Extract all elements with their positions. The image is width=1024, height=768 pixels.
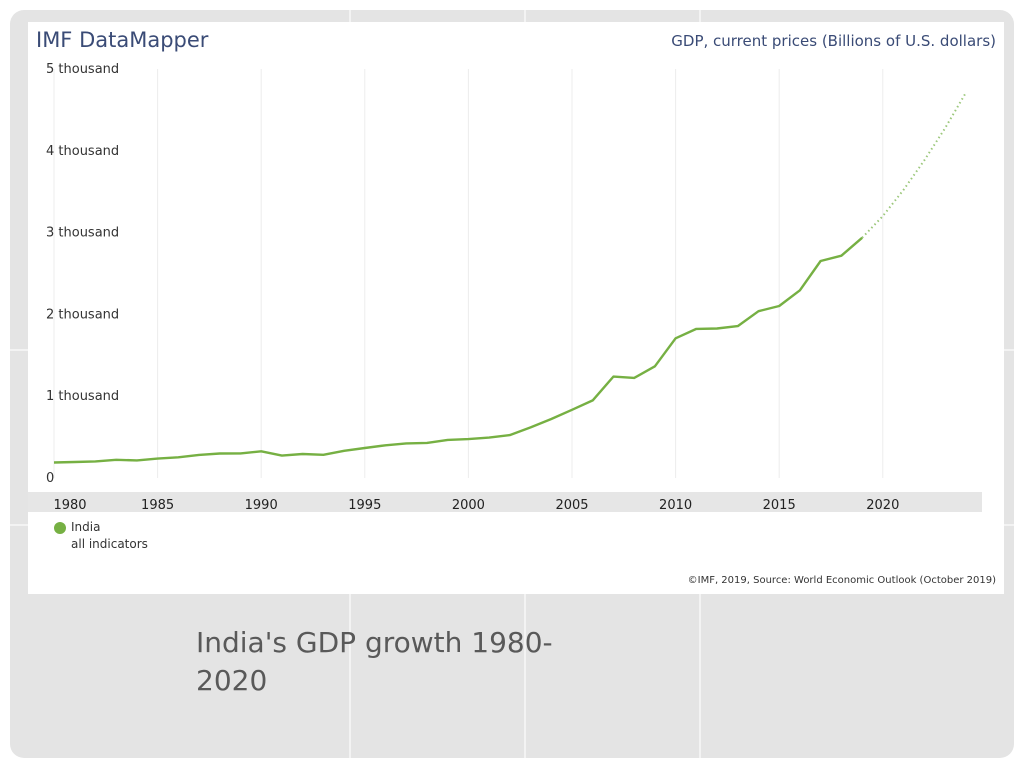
forecast-series-line [861, 92, 967, 239]
x-tick-label: 1995 [348, 498, 381, 512]
y-tick-label: 1 thousand [46, 389, 119, 404]
indicator-title: GDP, current prices (Billions of U.S. do… [671, 32, 996, 50]
legend-subtitle: all indicators [71, 537, 148, 551]
source-credit: ©IMF, 2019, Source: World Economic Outlo… [687, 575, 996, 586]
x-tick-label: 2000 [452, 498, 485, 512]
x-tick-label: 1990 [245, 498, 278, 512]
legend-india-label[interactable]: India [71, 520, 101, 534]
india-series-line [53, 236, 863, 464]
legend-india-marker[interactable] [54, 522, 66, 534]
x-tick-label: 2005 [555, 498, 588, 512]
y-tick-label: 4 thousand [46, 144, 119, 159]
y-tick-label: 0 [46, 471, 54, 486]
x-tick-label: 1985 [141, 498, 174, 512]
slide-caption: India's GDP growth 1980-2020 [196, 626, 553, 697]
brand-title: IMF DataMapper [36, 28, 209, 52]
chart-card: IMF DataMapper GDP, current prices (Bill… [28, 22, 1004, 594]
x-tick-label: 1980 [53, 498, 86, 512]
y-tick-label: 3 thousand [46, 226, 119, 241]
x-axis-band [28, 492, 982, 512]
x-tick-label: 2015 [763, 498, 796, 512]
gdp-line-chart: 0 1 thousand 2 thousand 3 thousand 4 thousan… [28, 62, 982, 512]
y-tick-label: 5 thousand [46, 62, 119, 77]
x-tick-label: 2020 [866, 498, 899, 512]
x-tick-label: 2010 [659, 498, 692, 512]
y-tick-label: 2 thousand [46, 307, 119, 322]
